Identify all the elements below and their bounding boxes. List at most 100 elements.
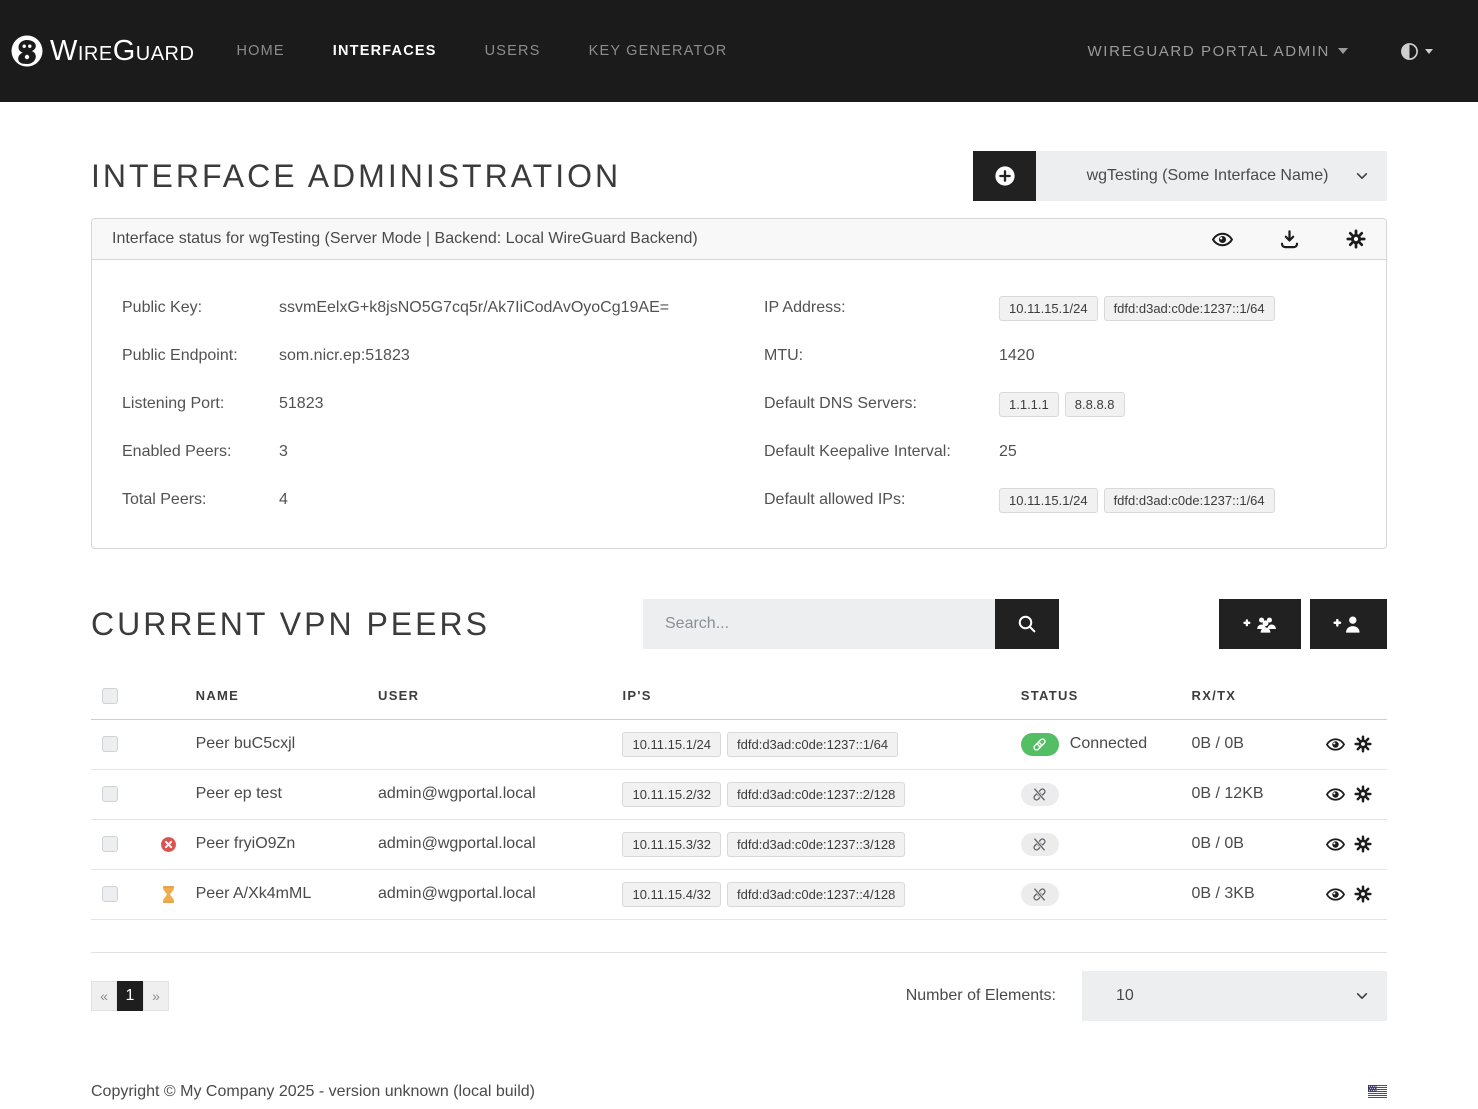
eye-icon [1326, 785, 1345, 804]
field-label: IP Address: [764, 299, 846, 316]
keepalive-value: 25 [999, 443, 1017, 460]
search-input[interactable] [643, 599, 995, 649]
pagination-page-1[interactable]: 1 [117, 980, 143, 1011]
peer-ip-badge: 10.11.15.3/32 [622, 831, 722, 857]
peer-user: admin@wgportal.local [378, 869, 623, 920]
select-all-checkbox[interactable] [102, 687, 118, 704]
pagination-prev-button[interactable]: « [91, 980, 117, 1011]
table-row: Peer fryiO9Zn admin@wgportal.local 10.11… [91, 819, 1387, 870]
interface-settings-button[interactable] [1346, 229, 1366, 249]
user-menu-dropdown[interactable]: WIREGUARD PORTAL ADMIN [1088, 43, 1348, 60]
page-size-select[interactable]: 10 [1082, 970, 1387, 1021]
field-label: Default Keepalive Interval: [764, 443, 951, 460]
row-checkbox[interactable] [102, 885, 118, 902]
interface-select[interactable]: wgTesting (Some Interface Name) [1036, 151, 1387, 201]
eye-icon [1326, 735, 1345, 754]
nav-links: HOME INTERFACES USERS KEY GENERATOR [236, 43, 727, 59]
plus-circle-icon [994, 165, 1016, 187]
peer-ip-badge: 10.11.15.4/32 [622, 881, 722, 907]
gear-icon [1354, 885, 1372, 903]
caret-down-icon [1338, 48, 1348, 54]
peer-user: admin@wgportal.local [378, 769, 623, 820]
peers-table: NAME USER IP'S STATUS RX/TX Peer buC5cxj… [91, 672, 1387, 920]
public-endpoint-value: som.nicr.ep:51823 [279, 347, 410, 364]
page-title: INTERFACE ADMINISTRATION [91, 157, 622, 194]
wireguard-logo-icon [10, 34, 44, 68]
elements-label: Number of Elements: [905, 986, 1056, 1004]
peer-user: admin@wgportal.local [378, 819, 623, 870]
col-header-user: USER [378, 672, 623, 720]
mtu-value: 1420 [999, 347, 1035, 364]
peer-name: Peer fryiO9Zn [195, 819, 378, 870]
nav-item-interfaces[interactable]: INTERFACES [332, 43, 437, 59]
field-label: Enabled Peers: [122, 443, 232, 460]
peer-settings-button[interactable] [1354, 735, 1372, 753]
navbar-right: WIREGUARD PORTAL ADMIN [1088, 42, 1433, 61]
status-card-title: Interface status for wgTesting (Server M… [112, 230, 698, 247]
field-label: Default allowed IPs: [764, 491, 906, 508]
peer-actions [1219, 599, 1387, 649]
col-header-rxtx: RX/TX [1191, 672, 1326, 720]
peer-settings-button[interactable] [1354, 785, 1372, 803]
add-interface-button[interactable] [973, 151, 1036, 201]
ip-badge: fdfd:d3ad:c0de:1237::1/64 [1103, 295, 1275, 321]
chevron-down-icon [1355, 169, 1369, 183]
download-config-button[interactable] [1279, 229, 1300, 250]
peer-user [378, 719, 623, 770]
peer-ip-badge: fdfd:d3ad:c0de:1237::2/128 [727, 781, 906, 807]
pagination-next-button[interactable]: » [143, 980, 169, 1011]
navbar: WireGuard HOME INTERFACES USERS KEY GENE… [0, 0, 1478, 102]
plus-users-icon [1239, 613, 1281, 635]
peer-ip-badge: 10.11.15.2/32 [622, 781, 722, 807]
interface-select-group: wgTesting (Some Interface Name) [973, 151, 1387, 201]
view-peer-button[interactable] [1326, 835, 1345, 854]
table-row: Peer buC5cxjl 10.11.15.1/24 fdfd:d3ad:c0d… [91, 719, 1387, 770]
status-disconnected-pill [1020, 782, 1059, 806]
link-icon [1032, 737, 1047, 752]
listening-port-value: 51823 [279, 395, 324, 412]
eye-icon [1212, 229, 1233, 250]
peer-ip-badge: fdfd:d3ad:c0de:1237::3/128 [727, 831, 906, 857]
gear-icon [1354, 735, 1372, 753]
col-header-status: STATUS [1020, 672, 1192, 720]
table-row: Peer ep test admin@wgportal.local 10.11.… [91, 769, 1387, 820]
gear-icon [1354, 785, 1372, 803]
nav-item-home[interactable]: HOME [236, 43, 285, 59]
field-label: Default DNS Servers: [764, 395, 917, 412]
table-divider [91, 951, 1387, 953]
enabled-peers-value: 3 [279, 443, 288, 460]
gear-icon [1346, 229, 1366, 249]
peer-expiring-icon [161, 885, 176, 903]
peer-settings-button[interactable] [1354, 885, 1372, 903]
copyright-text: Copyright © My Company 2025 - version un… [91, 1082, 535, 1100]
pagination: « 1 » [91, 980, 169, 1011]
dns-badge: 1.1.1.1 [999, 391, 1059, 417]
download-icon [1279, 229, 1300, 250]
eye-icon [1326, 885, 1345, 904]
status-disconnected-pill [1020, 882, 1059, 906]
row-checkbox[interactable] [102, 735, 118, 752]
add-multiple-peers-button[interactable] [1219, 599, 1301, 649]
search-button[interactable] [995, 599, 1059, 649]
peer-rxtx: 0B / 3KB [1191, 869, 1326, 920]
brand[interactable]: WireGuard [10, 34, 194, 68]
peer-name: Peer A/Xk4mML [195, 869, 378, 920]
view-peer-button[interactable] [1326, 785, 1345, 804]
view-peer-button[interactable] [1326, 885, 1345, 904]
view-config-button[interactable] [1212, 229, 1233, 250]
interface-status-card: Interface status for wgTesting (Server M… [91, 218, 1387, 549]
nav-item-key-generator[interactable]: KEY GENERATOR [588, 43, 728, 59]
peer-settings-button[interactable] [1354, 835, 1372, 853]
row-checkbox[interactable] [102, 835, 118, 852]
theme-dropdown[interactable] [1400, 42, 1433, 61]
caret-down-icon [1425, 48, 1433, 54]
nav-item-users[interactable]: USERS [484, 43, 541, 59]
language-flag-us[interactable] [1368, 1085, 1387, 1099]
allowed-ip-badge: fdfd:d3ad:c0de:1237::1/64 [1103, 487, 1275, 513]
chevron-down-icon [1355, 989, 1369, 1003]
peer-ip-badge: fdfd:d3ad:c0de:1237::4/128 [727, 881, 906, 907]
field-label: Public Key: [122, 299, 203, 316]
add-peer-button[interactable] [1310, 599, 1387, 649]
row-checkbox[interactable] [102, 785, 118, 802]
view-peer-button[interactable] [1326, 735, 1345, 754]
